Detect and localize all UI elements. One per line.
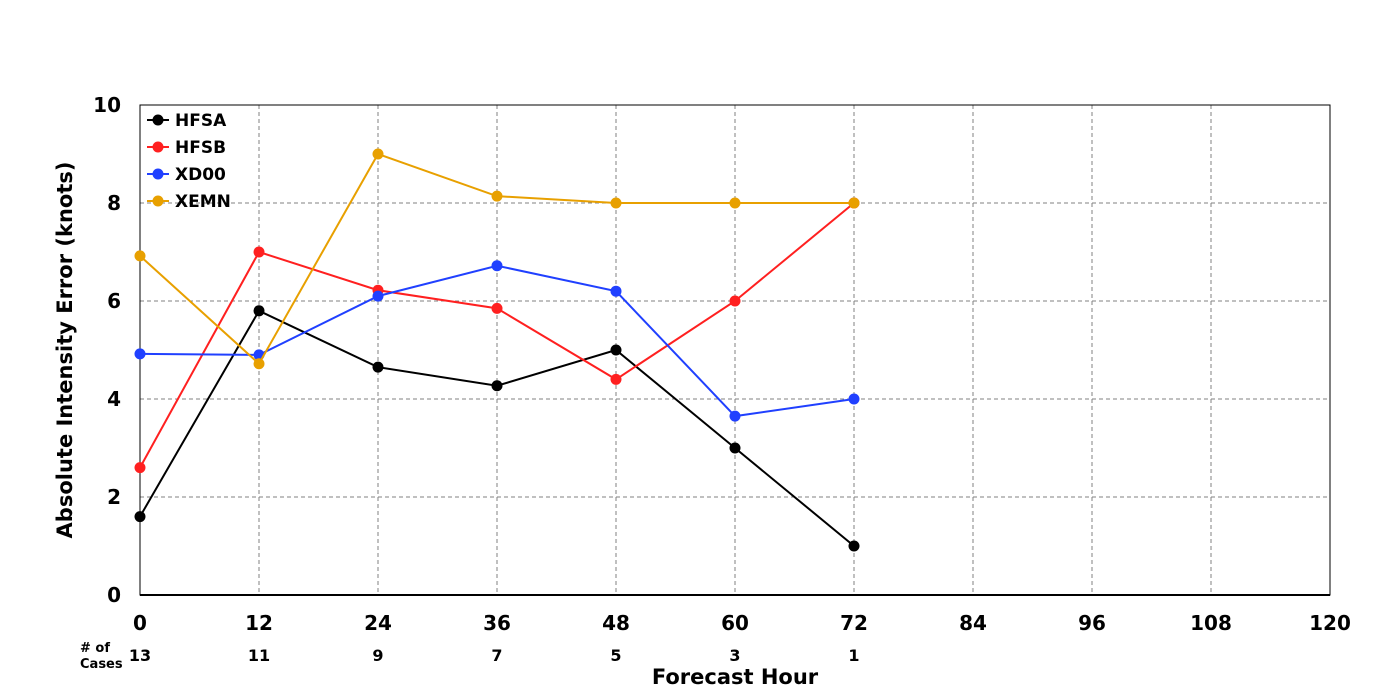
data-point-hfsa [610, 344, 622, 356]
legend-label-xd00: XD00 [175, 165, 226, 185]
x-tick-label: 48 [602, 611, 630, 635]
legend-swatch-marker [152, 195, 164, 207]
y-tick-label: 10 [93, 93, 121, 117]
data-point-hfsa [253, 305, 265, 317]
data-point-xemn [253, 358, 265, 370]
cases-count: 9 [372, 646, 383, 665]
data-point-xd00 [848, 393, 860, 405]
x-tick-label: 24 [364, 611, 392, 635]
x-tick-label: 84 [959, 611, 987, 635]
cases-count: 3 [729, 646, 740, 665]
cases-row: # of Cases 13 11 9 7 5 3 1 [80, 641, 860, 672]
legend: HFSA HFSB XD00 XEMN [147, 111, 231, 212]
data-point-xemn [848, 197, 860, 209]
x-tick-label: 60 [721, 611, 749, 635]
legend-label-xemn: XEMN [175, 192, 231, 212]
data-point-hfsa [372, 361, 384, 373]
x-tick-label: 36 [483, 611, 511, 635]
x-tick-label: 96 [1078, 611, 1106, 635]
cases-count: 1 [848, 646, 859, 665]
cases-count: 5 [610, 646, 621, 665]
x-tick-label: 12 [245, 611, 273, 635]
data-point-xemn [729, 197, 741, 209]
data-point-xd00 [372, 290, 384, 302]
cases-count: 11 [248, 646, 270, 665]
data-point-xemn [610, 197, 622, 209]
data-point-hfsb [253, 246, 265, 258]
data-point-xemn [372, 148, 384, 160]
x-axis-title: Forecast Hour [652, 665, 819, 689]
y-tick-label: 6 [107, 289, 121, 313]
y-tick-label: 4 [107, 387, 121, 411]
cases-title-line2: Cases [80, 657, 123, 672]
legend-swatch-marker [152, 114, 164, 126]
y-tick-labels: 0 2 4 6 8 10 [93, 93, 121, 607]
y-tick-label: 2 [107, 485, 121, 509]
data-point-hfsa [848, 540, 860, 552]
legend-label-hfsb: HFSB [175, 138, 226, 158]
series-lines [134, 148, 860, 552]
x-tick-label: 108 [1190, 611, 1232, 635]
data-point-xd00 [491, 260, 503, 272]
y-tick-label: 0 [107, 583, 121, 607]
data-point-hfsa [729, 442, 741, 454]
x-tick-labels: 0 12 24 36 48 60 72 84 96 108 120 [133, 611, 1351, 635]
data-point-hfsb [729, 295, 741, 307]
data-point-xemn [491, 190, 503, 202]
legend-swatch-marker [152, 141, 164, 153]
x-tick-label: 72 [840, 611, 868, 635]
data-point-xd00 [134, 348, 146, 360]
legend-label-hfsa: HFSA [175, 111, 227, 131]
data-point-xemn [134, 250, 146, 262]
data-point-hfsb [610, 373, 622, 385]
x-tick-label: 0 [133, 611, 147, 635]
legend-swatch-marker [152, 168, 164, 180]
data-point-xd00 [610, 285, 622, 297]
grid-lines [140, 105, 1330, 595]
data-point-xd00 [729, 410, 741, 422]
y-axis-title: Absolute Intensity Error (knots) [53, 162, 77, 539]
x-tick-label: 120 [1309, 611, 1351, 635]
cases-count: 7 [491, 646, 502, 665]
data-point-hfsa [491, 380, 503, 392]
data-point-hfsb [491, 302, 503, 314]
cases-title-line1: # of [80, 641, 110, 656]
data-point-hfsa [134, 511, 146, 523]
data-point-hfsb [134, 462, 146, 474]
y-tick-label: 8 [107, 191, 121, 215]
cases-count: 13 [129, 646, 151, 665]
